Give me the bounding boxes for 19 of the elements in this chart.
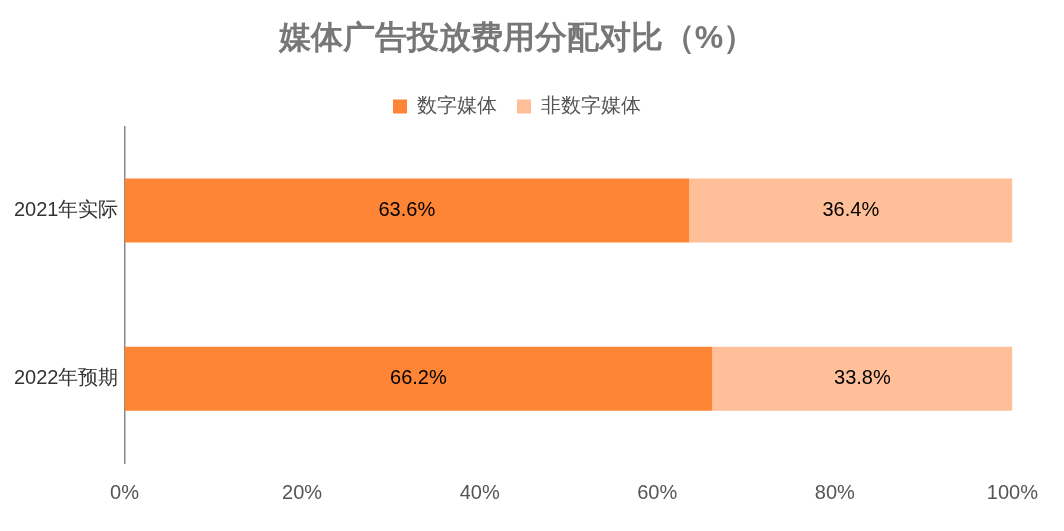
bar	[689, 178, 1013, 243]
text: 36.4%	[822, 198, 880, 221]
x-tick-label: 80%	[814, 480, 856, 503]
legend-label: 非数字媒体	[541, 93, 641, 116]
x-tick-label: 20%	[282, 480, 323, 503]
y-tick-label: 2022年预期	[13, 366, 119, 389]
chart-title: 媒体广告投放费用分配对比（%）	[277, 19, 756, 56]
bar	[124, 346, 713, 411]
legend-label: 数字媒体	[417, 93, 497, 116]
y-tick-label: 2021年实际	[13, 198, 119, 221]
bar	[712, 346, 1013, 411]
text: 33.8%	[834, 366, 891, 389]
x-tick-label: 0%	[110, 480, 140, 503]
text: 63.6%	[378, 198, 436, 221]
text: 66.2%	[390, 366, 447, 389]
x-tick-label: 100%	[986, 480, 1039, 503]
bar	[124, 178, 690, 243]
x-tick-label: 60%	[637, 480, 678, 503]
x-tick-label: 40%	[459, 480, 500, 503]
